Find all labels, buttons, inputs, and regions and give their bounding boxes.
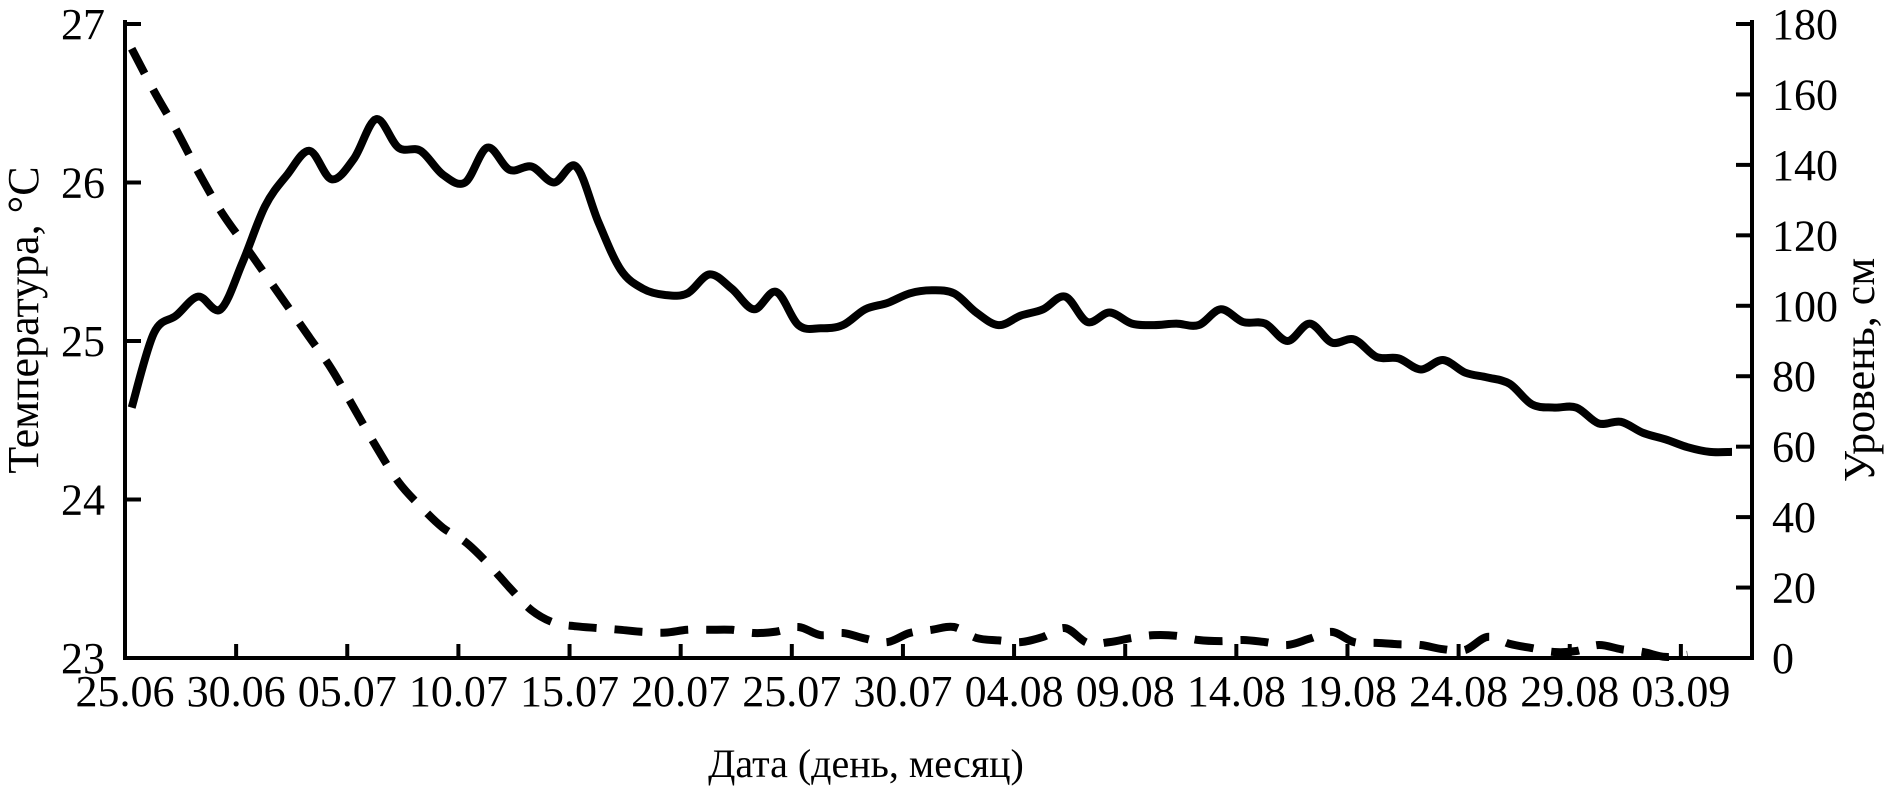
y-right-tick-label: 40	[1772, 493, 1816, 542]
y-right-tick-label: 80	[1772, 352, 1816, 401]
temperature-line	[127, 115, 1733, 457]
x-tick-label: 30.07	[853, 667, 952, 716]
x-tick-label: 14.08	[1187, 667, 1286, 716]
x-tick-label: 10.07	[409, 667, 508, 716]
y-right-tick-label: 120	[1772, 211, 1838, 260]
level-line	[128, 46, 1689, 661]
x-tick-label: 29.08	[1520, 667, 1619, 716]
y-left-tick-label: 25	[61, 317, 105, 366]
x-axis-title: Дата (день, месяц)	[708, 741, 1024, 786]
x-tick-label: 25.07	[742, 667, 841, 716]
y-right-tick-label: 100	[1772, 282, 1838, 331]
x-tick-label: 05.07	[298, 667, 397, 716]
left-axis-title: Температура, °С	[0, 166, 48, 473]
y-left-tick-label: 27	[61, 0, 105, 49]
y-left-tick-label: 23	[61, 634, 105, 683]
axis-frame	[123, 20, 1754, 660]
x-tick-label: 24.08	[1409, 667, 1508, 716]
y-right-tick-label: 160	[1772, 70, 1838, 119]
x-tick-label: 09.08	[1076, 667, 1175, 716]
y-left-tick-label: 26	[61, 159, 105, 208]
y-left-tick-label: 24	[61, 476, 105, 525]
y-right-tick-label: 60	[1772, 423, 1816, 472]
y-right-tick-label: 0	[1772, 634, 1794, 683]
y-right-tick-label: 140	[1772, 141, 1838, 190]
x-tick-label: 04.08	[965, 667, 1064, 716]
y-right-tick-label: 20	[1772, 564, 1816, 613]
x-tick-label: 03.09	[1631, 667, 1730, 716]
x-tick-label: 19.08	[1298, 667, 1397, 716]
x-tick-label: 30.06	[187, 667, 286, 716]
x-tick-label: 25.06	[76, 667, 175, 716]
right-axis-title: Уровень, см	[1835, 258, 1884, 482]
y-right-tick-label: 180	[1772, 0, 1838, 49]
x-tick-label: 20.07	[631, 667, 730, 716]
x-tick-label: 15.07	[520, 667, 619, 716]
